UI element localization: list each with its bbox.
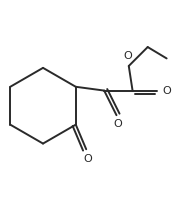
Text: O: O xyxy=(162,86,171,95)
Text: O: O xyxy=(113,119,122,129)
Text: O: O xyxy=(123,51,132,61)
Text: O: O xyxy=(84,154,93,164)
